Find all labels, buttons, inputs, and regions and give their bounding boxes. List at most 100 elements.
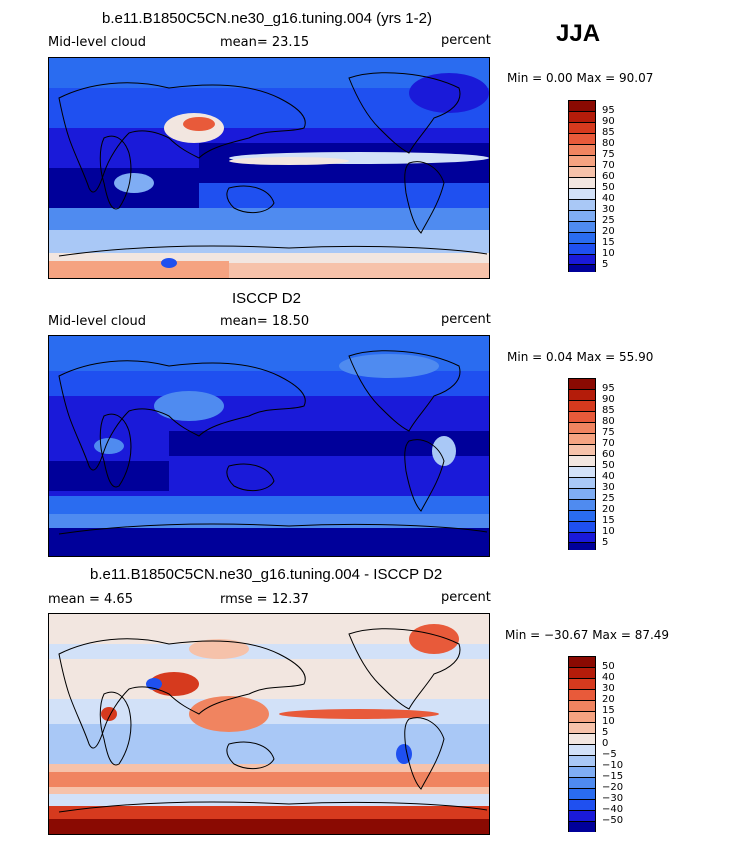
colorbar-tick: 10 [602,248,615,259]
colorbar-box [569,445,595,456]
colorbar-box [569,189,595,200]
colorbar-box [569,712,595,723]
panel-2-right-label: percent [441,312,491,327]
panel-3-minmax: Min = −30.67 Max = 87.49 [505,628,670,642]
colorbar-box [569,745,595,756]
colorbar-tick: 50 [602,661,615,672]
colorbar-box [569,265,595,272]
colorbar-box [569,657,595,668]
colorbar-box [569,412,595,423]
model-cloud-field [49,58,489,278]
colorbar-tick: −30 [602,793,624,804]
panel-2-colorbar: 95 90 85 80 75 70 60 50 40 30 25 20 15 1… [568,378,615,550]
colorbar-box [569,822,595,832]
colorbar-tick: −40 [602,804,624,815]
colorbar-tick: 20 [602,694,615,705]
colorbar-tick: 25 [602,493,615,504]
colorbar-box [569,200,595,211]
panel-2-map [48,335,490,557]
colorbar-box [569,401,595,412]
colorbar-tick: 75 [602,427,615,438]
colorbar-tick: 95 [602,383,615,394]
colorbar-box [569,123,595,134]
colorbar-box [569,134,595,145]
panel-3-right-label: percent [441,590,491,605]
panel-1-minmax: Min = 0.00 Max = 90.07 [507,71,654,85]
colorbar-box [569,701,595,712]
colorbar-box [569,723,595,734]
colorbar-tick: 40 [602,672,615,683]
colorbar-box [569,522,595,533]
colorbar-box [569,390,595,401]
colorbar-box [569,778,595,789]
panel-3-colorbar: 50 40 30 20 15 10 5 0 −5 −10 −15 −20 −30… [568,656,623,832]
colorbar-tick: 25 [602,215,615,226]
panel-1-left-label: Mid-level cloud [48,35,147,50]
colorbar-tick: 90 [602,116,615,127]
colorbar-box [569,668,595,679]
colorbar-tick: 85 [602,405,615,416]
colorbar-tick: −50 [602,815,624,826]
panel-3-map [48,613,490,835]
colorbar-box [569,178,595,189]
colorbar-box [569,533,595,543]
colorbar-tick: 85 [602,127,615,138]
colorbar-box [569,112,595,123]
panel-3-left-label: mean = 4.65 [48,592,133,607]
colorbar-tick: 80 [602,416,615,427]
panel-2-left-label: Mid-level cloud [48,314,147,329]
colorbar-tick: −20 [602,782,624,793]
colorbar-tick: −10 [602,760,624,771]
colorbar-box [569,500,595,511]
panel-1-right-label: percent [441,33,491,48]
colorbar-tick: 40 [602,193,615,204]
colorbar-tick: 20 [602,504,615,515]
colorbar-box [569,690,595,701]
colorbar-tick: −5 [602,749,617,760]
colorbar-tick: 15 [602,237,615,248]
colorbar-box [569,679,595,690]
colorbar-tick: 80 [602,138,615,149]
colorbar-tick: −15 [602,771,624,782]
colorbar-tick: 60 [602,449,615,460]
colorbar-box [569,167,595,178]
colorbar-box [569,211,595,222]
panel-1-colorbar: 95 90 85 80 75 70 60 50 40 30 25 20 15 1… [568,100,615,272]
panel-1-map [48,57,490,279]
colorbar-box [569,255,595,265]
colorbar-box [569,543,595,550]
colorbar-tick: 95 [602,105,615,116]
panel-3-title: b.e11.B1850C5CN.ne30_g16.tuning.004 - IS… [90,566,443,583]
colorbar-tick: 40 [602,471,615,482]
colorbar-tick: 70 [602,160,615,171]
colorbar-tick: 50 [602,460,615,471]
colorbar-box [569,156,595,167]
colorbar-box [569,478,595,489]
colorbar-tick: 10 [602,716,615,727]
panel-2-minmax: Min = 0.04 Max = 55.90 [507,350,654,364]
colorbar-tick: 60 [602,171,615,182]
colorbar-box [569,244,595,255]
panel-2-center-label: mean= 18.50 [220,314,310,329]
colorbar-tick: 5 [602,537,609,548]
panel-1-center-label: mean= 23.15 [220,35,310,50]
panel-2-title: ISCCP D2 [232,290,301,307]
colorbar-box [569,489,595,500]
colorbar-tick: 75 [602,149,615,160]
isccp-cloud-field [49,336,489,556]
colorbar-box [569,789,595,800]
colorbar-box [569,145,595,156]
panel-1-title: b.e11.B1850C5CN.ne30_g16.tuning.004 (yrs… [102,10,432,27]
colorbar-tick: 10 [602,526,615,537]
colorbar-tick: 90 [602,394,615,405]
colorbar-box [569,222,595,233]
colorbar-box [569,511,595,522]
colorbar-tick: 5 [602,727,609,738]
difference-field [49,614,489,834]
colorbar-box [569,101,595,112]
colorbar-tick: 15 [602,705,615,716]
colorbar-tick: 30 [602,204,615,215]
colorbar-box [569,467,595,478]
colorbar-box [569,434,595,445]
colorbar-tick: 50 [602,182,615,193]
